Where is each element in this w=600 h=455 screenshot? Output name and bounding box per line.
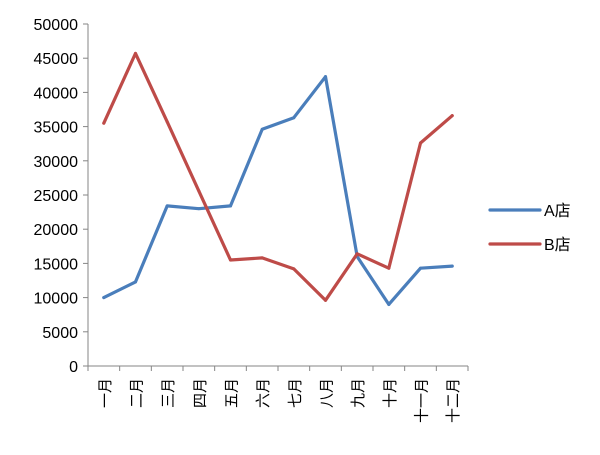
y-axis: 0 5000 10000 15000 20000 25000 30000 35000 40000…: [34, 17, 89, 376]
data-point: [292, 267, 296, 271]
data-point: [260, 256, 264, 260]
y-tick-label: 15000: [34, 256, 79, 273]
y-tick-label: 10000: [34, 291, 79, 308]
x-tick-label: 五月: [223, 378, 241, 408]
data-point: [355, 252, 359, 256]
data-point: [324, 75, 327, 79]
data-point: [229, 204, 232, 208]
x-tick-label: 一月: [96, 378, 114, 408]
legend: A店 B店: [488, 202, 571, 254]
y-tick-label: 45000: [34, 51, 79, 68]
data-point: [450, 264, 454, 268]
series-line-1: [102, 75, 454, 306]
data-point: [229, 258, 232, 262]
data-point: [260, 127, 264, 131]
y-tick-label: 20000: [34, 222, 79, 239]
data-point: [197, 207, 201, 211]
data-point: [134, 51, 137, 55]
data-point: [165, 204, 169, 208]
x-tick-label: 七月: [286, 378, 304, 408]
data-point: [324, 298, 327, 302]
x-axis: 一月 二月 三月 四月 五月 六月 七月 八月 九月 十月 十一月 十二月: [87, 365, 469, 423]
x-tick-label: 二月: [128, 378, 146, 408]
data-point: [197, 189, 201, 193]
y-tick-label: 35000: [34, 120, 79, 137]
data-point: [102, 121, 106, 125]
legend-label-1: A店: [544, 202, 571, 220]
x-tick-label: 十一月: [413, 378, 431, 423]
x-tick-label: 十月: [381, 378, 399, 408]
data-point: [134, 280, 137, 284]
x-tick-label: 六月: [254, 378, 272, 408]
data-point: [165, 120, 169, 124]
data-point: [419, 141, 422, 145]
y-tick-label: 0: [69, 359, 78, 376]
x-tick-label: 八月: [318, 378, 336, 408]
data-point: [419, 266, 422, 270]
y-tick-label: 50000: [34, 17, 79, 34]
data-point: [450, 114, 454, 118]
x-tick-label: 四月: [191, 378, 209, 408]
y-tick-label: 30000: [34, 154, 79, 171]
series-lines: [102, 51, 454, 306]
y-tick-label: 25000: [34, 188, 79, 205]
x-tick-label: 三月: [159, 378, 177, 408]
y-tick-label: 40000: [34, 85, 79, 102]
legend-label-2: B店: [544, 236, 571, 254]
data-point: [102, 296, 106, 300]
series-line-2: [102, 51, 454, 302]
y-tick-label: 5000: [42, 325, 78, 342]
data-point: [292, 116, 296, 120]
data-point: [387, 266, 391, 270]
x-tick-label: 十二月: [444, 378, 462, 423]
data-point: [387, 302, 391, 306]
x-tick-label: 九月: [349, 378, 367, 408]
